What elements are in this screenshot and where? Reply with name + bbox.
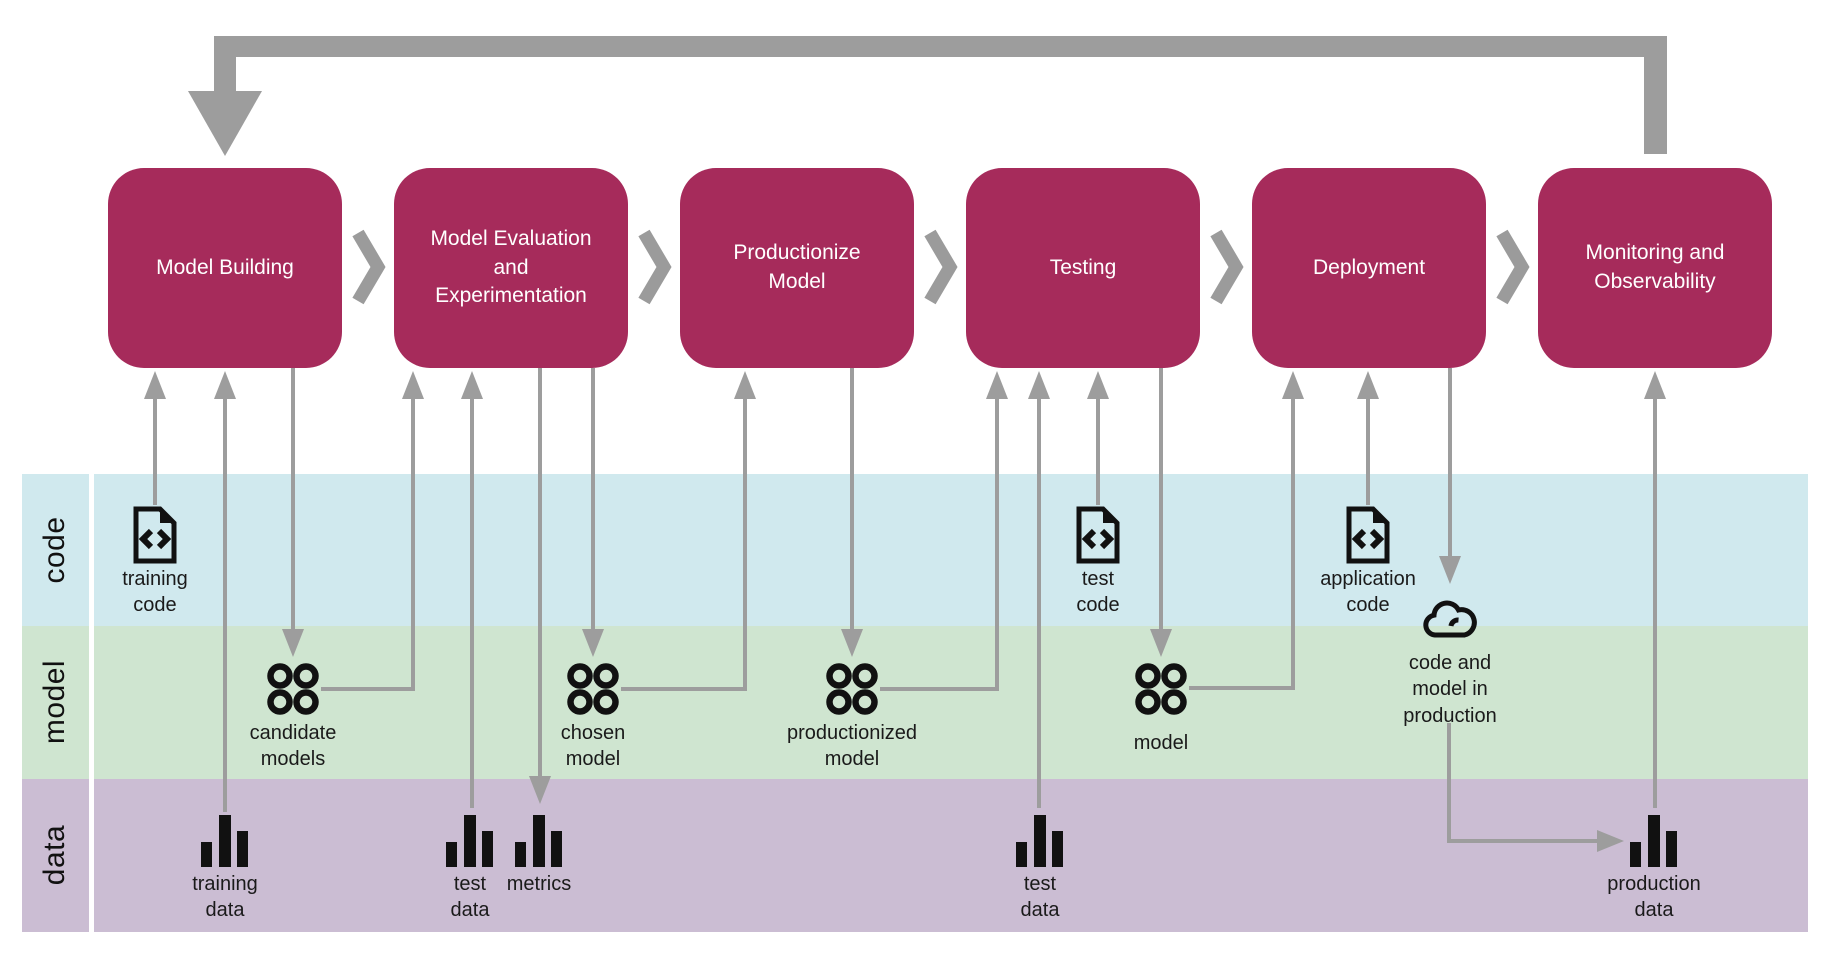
stage-testing: Testing [966,168,1200,368]
chevron-4 [1210,229,1244,305]
training-code-label: training code [122,568,188,617]
stage-productionize-model: Productionize Model [680,168,914,368]
arrow-production-data-to-monitoring [1644,371,1666,808]
arrows-up [144,371,1666,812]
code-and-model-in-production-label: code and model in production [1403,652,1497,727]
stage-label: Model Building [156,255,294,279]
model-label: model [1133,732,1189,754]
chevron-5 [1496,229,1530,305]
band-label-divider [89,474,94,932]
feedback-loop-arrow [188,36,1667,156]
arrow-productionized-model-to-testing [880,371,1008,691]
stage-model-building: Model Building [108,168,342,368]
test-data-icon [446,815,493,867]
model-band [22,626,1808,779]
metrics-label: metrics [506,873,572,895]
production-cloud-icon [1423,600,1477,638]
stage-label: Productionize Model [733,241,861,293]
chevron-1 [352,229,386,305]
training-data-icon [201,815,248,867]
arrow-testing-to-model [1150,368,1172,657]
arrow-test-data-2-to-testing [1028,371,1050,808]
application-code-file-icon [1346,506,1390,564]
stage-label: Testing [1049,255,1117,279]
application-code-label: application code [1320,568,1416,617]
chosen-model-icon [567,663,619,715]
arrow-test-data-to-model-evaluation [461,371,483,808]
chosen-model-label: chosen model [560,722,626,771]
arrow-test-code-to-testing [1087,371,1109,505]
candidate-models-icon [267,663,319,715]
arrow-model-evaluation-to-chosen-model [582,368,604,657]
stage-deployment: Deployment [1252,168,1486,368]
production-data-icon [1630,815,1677,867]
stage-label: Model Evaluation and Experimentation [430,226,592,308]
model-icon [1135,663,1187,715]
arrows-down [282,368,1624,852]
chevron-2 [638,229,672,305]
arrow-candidate-models-to-model-evaluation [321,371,424,691]
arrow-model-to-deployment [1189,371,1304,690]
arrow-training-data-to-model-building [214,371,236,812]
arrow-chosen-model-to-productionize [621,371,756,691]
stage-monitoring: Monitoring and Observability [1538,168,1772,368]
productionized-model-label: productionized model [786,722,918,771]
test-data-2-label: test data [1020,873,1060,922]
arrow-productionize-to-productionized-model [841,368,863,657]
chevron-3 [924,229,958,305]
test-code-file-icon [1076,506,1120,564]
training-code-file-icon [133,506,177,564]
code-band [22,474,1808,626]
arrow-model-evaluation-to-metrics [529,368,551,804]
test-data-label: test data [450,873,490,922]
test-data-2-icon [1016,815,1063,867]
arrow-deployment-to-production-cloud [1439,368,1461,584]
stage-chevrons [352,229,1530,305]
arrow-training-code-to-model-building [144,371,166,505]
test-code-label: test code [1076,568,1120,617]
productionized-model-icon [826,663,878,715]
training-data-label: training data [192,873,258,922]
production-data-label: production data [1607,873,1701,922]
arrow-application-code-to-deployment [1357,371,1379,505]
metrics-icon [515,815,562,867]
stage-model-evaluation: Model Evaluation and Experimentation [394,168,628,368]
arrow-model-building-to-candidate-models [282,368,304,657]
stage-label: Deployment [1312,255,1426,279]
candidate-models-label: candidate models [249,722,337,771]
data-band [22,779,1808,932]
arrow-production-cloud-to-production-data [1447,723,1624,852]
stage-label: Monitoring and Observability [1585,241,1725,293]
